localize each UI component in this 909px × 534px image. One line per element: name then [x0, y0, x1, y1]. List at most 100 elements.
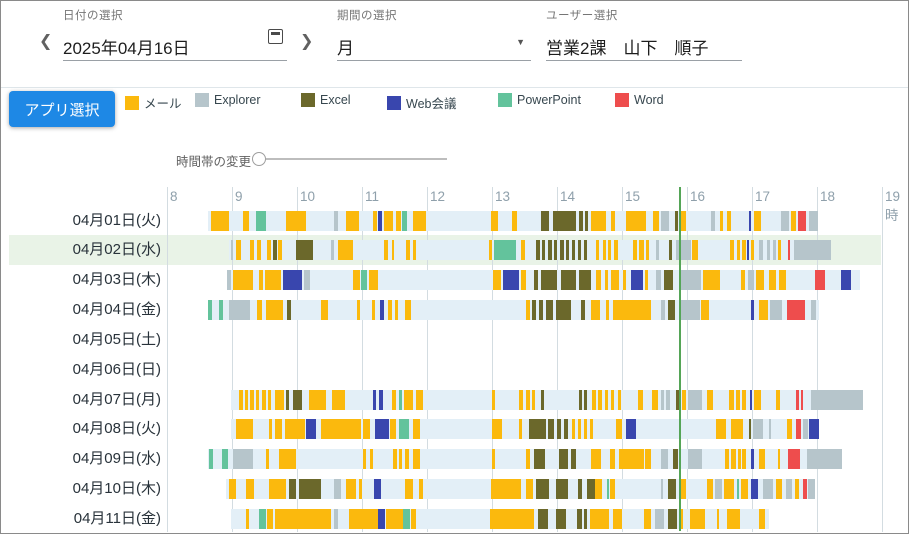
activity-segment-mail [778, 240, 782, 261]
user-select-value[interactable]: 営業2課 山下 順子 [546, 39, 709, 58]
hour-gridline [427, 187, 428, 532]
activity-segment-mail [492, 449, 496, 470]
activity-segment-mail [249, 479, 254, 500]
activity-segment-mail [617, 389, 621, 410]
hour-label: 9 [235, 189, 243, 204]
row-label[interactable]: 04月06日(日) [72, 360, 161, 378]
hour-gridline [687, 187, 688, 532]
activity-segment-mail [383, 210, 394, 231]
activity-segment-excel [580, 300, 586, 321]
row-label[interactable]: 04月03日(木) [72, 271, 161, 289]
row-label[interactable]: 04月02日(水) [72, 241, 161, 259]
activity-segment-excel [541, 240, 546, 261]
activity-segment-ppt [222, 449, 228, 470]
row-label[interactable]: 04月10日(木) [72, 480, 161, 498]
activity-segment-mail [267, 389, 271, 410]
activity-segment-mail [511, 210, 517, 231]
activity-segment-mail [590, 210, 606, 231]
row-label[interactable]: 04月09日(水) [72, 450, 161, 468]
header-bar: ❮ 日付の選択 2025年04月16日 ❯ 期間の選択 月 ▼ ユーザー選択 営… [1, 1, 908, 88]
legend-item-mail: メール [125, 93, 182, 112]
date-field-underline [63, 60, 287, 61]
period-select-value[interactable]: 月 [337, 39, 354, 58]
activity-segment-mail [706, 479, 713, 500]
activity-segment-mail [372, 210, 378, 231]
row-label[interactable]: 04月11日(金) [73, 510, 161, 527]
calendar-icon[interactable] [268, 29, 283, 44]
activity-band-base [208, 300, 820, 321]
activity-segment-word [800, 389, 803, 410]
activity-segment-mail [703, 270, 720, 291]
hour-label: 8 [170, 189, 178, 204]
activity-segment-mail [412, 419, 421, 440]
activity-segment-mail [623, 270, 627, 291]
activity-segment-excel [667, 300, 676, 321]
activity-segment-excel [289, 479, 296, 500]
row-label[interactable]: 04月07日(月) [72, 390, 161, 408]
hour-gridline [882, 187, 883, 532]
activity-segment-mail [775, 479, 783, 500]
user-select-field[interactable]: ユーザー選択 営業2課 山下 順子 [546, 7, 742, 61]
time-range-slider-track[interactable] [266, 158, 447, 160]
activity-segment-mail [692, 240, 698, 261]
activity-segment-mail [246, 479, 250, 500]
activity-segment-mail [680, 210, 686, 231]
activity-segment-excel [577, 240, 581, 261]
activity-segment-excel [577, 479, 582, 500]
next-date-button[interactable]: ❯ [300, 33, 314, 50]
activity-segment-excel [536, 479, 550, 500]
row-label[interactable]: 04月01日(火) [72, 211, 161, 229]
user-select-label: ユーザー選択 [546, 10, 618, 22]
activity-segment-mail [690, 509, 706, 529]
activity-segment-mail [390, 419, 396, 440]
activity-segment-explorer [808, 479, 815, 500]
activity-segment-mail [598, 389, 603, 410]
activity-segment-mail [525, 389, 530, 410]
period-select-field[interactable]: 期間の選択 月 ▼ [337, 7, 531, 61]
activity-segment-mail [345, 210, 359, 231]
date-picker-field[interactable]: 日付の選択 2025年04月16日 [63, 7, 287, 61]
activity-segment-excel [286, 389, 290, 410]
activity-segment-excel [664, 270, 673, 291]
activity-segment-ppt [606, 479, 609, 500]
activity-segment-mail [308, 389, 327, 410]
activity-segment-excel [576, 509, 582, 529]
activity-segment-excel [584, 240, 588, 261]
previous-date-button[interactable]: ❮ [39, 33, 53, 50]
activity-segment-mail [681, 389, 686, 410]
activity-segment-excel [667, 479, 677, 500]
activity-segment-explorer [802, 419, 809, 440]
activity-segment-mail [353, 270, 360, 291]
activity-segment-explorer [655, 270, 661, 291]
activity-segment-mail [265, 300, 283, 321]
row-label[interactable]: 04月08日(火) [72, 420, 161, 438]
period-select-label: 期間の選択 [337, 10, 397, 22]
app-select-button[interactable]: アプリ選択 [9, 91, 115, 127]
hour-label: 11 [365, 189, 380, 204]
app-legend: メール Explorer Excel Web会議 PowerPoint Word [1, 93, 908, 113]
row-label[interactable]: 04月04日(金) [72, 301, 161, 319]
activity-segment-explorer [785, 479, 793, 500]
activity-segment-mail [363, 419, 370, 440]
hour-gridline [622, 187, 623, 532]
activity-segment-excel [555, 300, 572, 321]
activity-segment-ppt [219, 300, 224, 321]
row-label[interactable]: 04月05日(土) [72, 330, 161, 348]
legend-label-word: Word [634, 93, 664, 107]
activity-segment-excel [559, 449, 568, 470]
activity-segment-mail [233, 270, 253, 291]
legend-swatch-explorer [195, 93, 209, 107]
activity-segment-excel [563, 419, 568, 440]
date-picker-value[interactable]: 2025年04月16日 [63, 39, 190, 58]
activity-segment-mail [521, 240, 525, 261]
activity-segment-mail [596, 240, 600, 261]
chevron-down-icon[interactable]: ▼ [516, 37, 525, 47]
activity-segment-mail [268, 479, 287, 500]
time-range-slider-handle[interactable] [252, 152, 266, 166]
activity-segment-explorer [770, 300, 783, 321]
activity-segment-mail [398, 449, 403, 470]
activity-segment-ppt [209, 449, 213, 470]
activity-segment-mail [750, 240, 755, 261]
activity-segment-mail [405, 300, 411, 321]
